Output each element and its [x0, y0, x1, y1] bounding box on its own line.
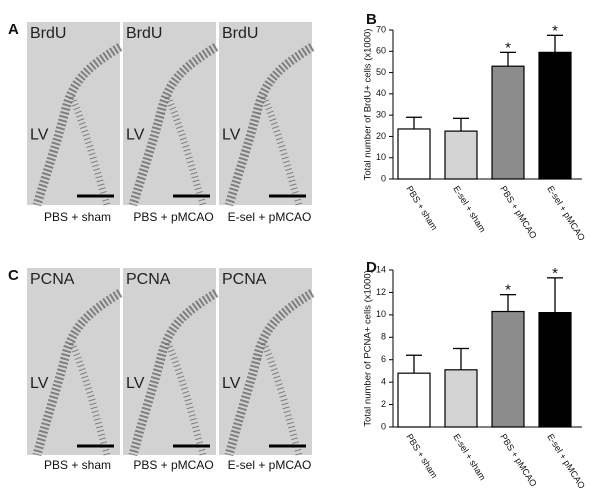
- tissue: [164, 95, 207, 207]
- y-tick-label: 20: [376, 131, 386, 141]
- bar: [397, 128, 431, 180]
- region-label: LV: [222, 375, 241, 392]
- x-tick-label: PBS + sham: [404, 432, 439, 480]
- y-tick-label: 6: [381, 354, 386, 364]
- y-tick-label: 40: [376, 88, 386, 98]
- tissue: [224, 289, 315, 457]
- caption: PBS + sham: [44, 458, 111, 472]
- x-tick-label: E-sel + pMCAO: [545, 432, 587, 491]
- bar: [444, 130, 478, 180]
- bar: [397, 372, 431, 428]
- y-tick-label: 0: [381, 173, 386, 183]
- y-tick-label: 12: [376, 287, 386, 297]
- y-tick-label: 0: [381, 421, 386, 431]
- bar: [538, 51, 572, 180]
- caption: PBS + sham: [44, 210, 111, 224]
- caption: E-sel + pMCAO: [228, 210, 312, 224]
- region-label: LV: [30, 127, 49, 144]
- stain-label: BrdU: [126, 25, 162, 42]
- significance-label: *: [505, 39, 511, 56]
- bar: [444, 369, 478, 428]
- tissue: [260, 95, 303, 207]
- bar: [538, 312, 572, 428]
- significance-label: *: [552, 265, 558, 282]
- panel-label: A: [8, 21, 19, 38]
- stain-label: BrdU: [30, 25, 66, 42]
- tissue: [68, 341, 111, 456]
- tissue: [128, 289, 219, 457]
- caption: E-sel + pMCAO: [228, 458, 312, 472]
- region-label: LV: [222, 127, 241, 144]
- tissue: [164, 341, 207, 456]
- significance-label: *: [552, 22, 558, 39]
- y-axis-label: Total number of PCNA+ cells (x1000): [363, 270, 374, 427]
- significance-label: *: [505, 282, 511, 299]
- x-tick-label: E-sel + sham: [451, 432, 487, 482]
- region-label: LV: [126, 127, 145, 144]
- y-tick-label: 70: [376, 24, 386, 34]
- stain-label: PCNA: [126, 271, 171, 288]
- y-tick-label: 30: [376, 110, 386, 120]
- tissue: [260, 341, 303, 456]
- x-tick-label: PBS + pMCAO: [498, 432, 538, 488]
- caption: PBS + pMCAO: [133, 458, 213, 472]
- y-tick-label: 60: [376, 46, 386, 56]
- micrograph: [123, 22, 216, 205]
- panel-label: D: [366, 259, 377, 276]
- bar: [491, 65, 525, 180]
- micrograph: [219, 22, 312, 205]
- y-tick-label: 4: [381, 377, 386, 387]
- y-tick-label: 14: [376, 264, 386, 274]
- region-label: LV: [126, 375, 145, 392]
- stain-label: PCNA: [222, 271, 267, 288]
- x-tick-label: E-sel + pMCAO: [545, 184, 587, 243]
- tissue: [68, 95, 111, 207]
- y-tick-label: 10: [376, 309, 386, 319]
- y-tick-label: 2: [381, 399, 386, 409]
- bar: [491, 310, 525, 428]
- region-label: LV: [30, 375, 49, 392]
- x-tick-label: PBS + pMCAO: [498, 184, 538, 240]
- stain-label: BrdU: [222, 25, 258, 42]
- panel-label: C: [8, 267, 19, 284]
- micrograph: [27, 22, 120, 205]
- caption: PBS + pMCAO: [133, 210, 213, 224]
- y-tick-label: 50: [376, 67, 386, 77]
- panel-label: B: [366, 11, 377, 28]
- y-tick-label: 8: [381, 332, 386, 342]
- stain-label: PCNA: [30, 271, 75, 288]
- y-tick-label: 10: [376, 152, 386, 162]
- y-axis-label: Total number of BrdU+ cells (x1000): [363, 29, 374, 181]
- tissue: [32, 289, 123, 457]
- x-tick-label: PBS + sham: [404, 184, 439, 232]
- x-tick-label: E-sel + sham: [451, 184, 487, 234]
